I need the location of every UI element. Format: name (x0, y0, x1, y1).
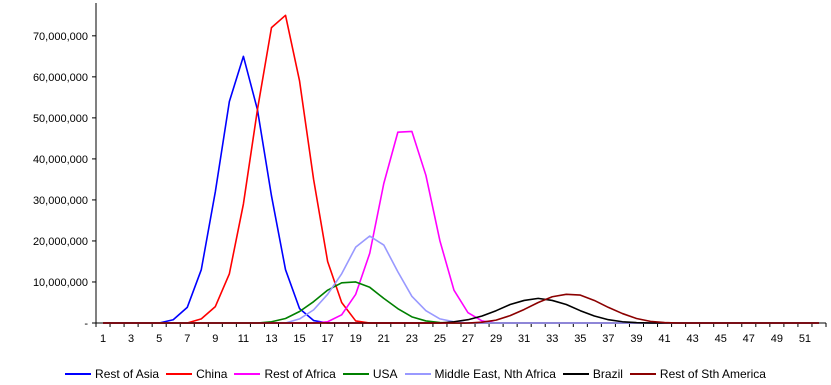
x-tick-label: 37 (602, 333, 614, 345)
x-tick-label: 25 (434, 333, 446, 345)
legend-item: Middle East, Nth Africa (404, 367, 556, 381)
series-line-rest-of-africa (103, 130, 819, 324)
x-tick-label: 47 (743, 333, 755, 345)
x-tick-label: 13 (265, 333, 277, 345)
y-tick-label: 40,000,000 (33, 154, 88, 166)
x-tick-label: 3 (128, 333, 134, 345)
y-tick-label: - (84, 318, 88, 330)
y-tick-label: 20,000,000 (33, 236, 88, 248)
x-axis: 1 3 5 7 9 11 13 15 17 19 21 23 25 27 29 31 33 35 37 39 41 43 4… (95, 322, 827, 345)
x-tick-label: 27 (462, 333, 474, 345)
legend: Rest of Asia China Rest of Africa USA Middle… (0, 365, 831, 383)
legend-label: Rest of Asia (95, 367, 160, 381)
x-tick-label: 29 (490, 333, 502, 345)
series-line-rest-of-sth-america (103, 293, 819, 324)
x-tick-label: 23 (406, 333, 418, 345)
x-tick-label: 43 (687, 333, 699, 345)
legend-label: Rest of Sth America (659, 367, 766, 381)
legend-swatch (342, 373, 369, 375)
legend-item: Rest of Asia (65, 367, 159, 381)
x-tick-label: 15 (293, 333, 305, 345)
y-tick-label: 30,000,000 (33, 195, 88, 207)
x-tick-label: 39 (630, 333, 642, 345)
legend-item: Brazil (562, 367, 623, 381)
x-tick-label: 45 (715, 333, 727, 345)
x-tick-label: 11 (238, 333, 249, 345)
x-tick-label: 31 (518, 333, 530, 345)
y-tick-label: 10,000,000 (33, 277, 88, 289)
legend-swatch (234, 373, 261, 375)
legend-item: China (166, 367, 227, 381)
series-lines (103, 14, 819, 324)
legend-item: Rest of Africa (234, 367, 336, 381)
legend-swatch (404, 373, 431, 375)
x-tick-label: 19 (350, 333, 362, 345)
legend-item: USA (342, 367, 398, 381)
legend-label: Rest of Africa (264, 367, 336, 381)
legend-label: Brazil (592, 367, 623, 381)
series-line-china (103, 14, 819, 324)
x-tick-label: 9 (212, 333, 218, 345)
x-tick-label: 33 (546, 333, 558, 345)
line-chart: - 10,000,000 20,000,000 30,000,000 40,000,00… (33, 3, 827, 345)
x-tick-label: 21 (378, 333, 390, 345)
legend-swatch (65, 373, 92, 375)
legend-swatch (562, 373, 589, 375)
series-line-rest-of-asia (103, 55, 819, 324)
x-tick-label: 7 (184, 333, 190, 345)
x-tick-label: 35 (574, 333, 586, 345)
legend-label: China (196, 367, 228, 381)
y-axis: - 10,000,000 20,000,000 30,000,000 40,000,00… (33, 3, 97, 330)
legend-label: Middle East, Nth Africa (434, 367, 556, 381)
x-tick-label: 1 (100, 333, 106, 345)
y-tick-label: 70,000,000 (33, 31, 88, 43)
x-tick-label: 5 (156, 333, 162, 345)
x-tick-label: 49 (771, 333, 783, 345)
y-tick-label: 60,000,000 (33, 72, 88, 84)
x-tick-label: 51 (799, 333, 811, 345)
x-tick-label: 41 (658, 333, 670, 345)
legend-label: USA (372, 367, 398, 381)
legend-swatch (629, 373, 656, 375)
y-tick-label: 50,000,000 (33, 113, 88, 125)
x-tick-label: 17 (322, 333, 334, 345)
legend-swatch (166, 373, 193, 375)
legend-item: Rest of Sth America (629, 367, 766, 381)
